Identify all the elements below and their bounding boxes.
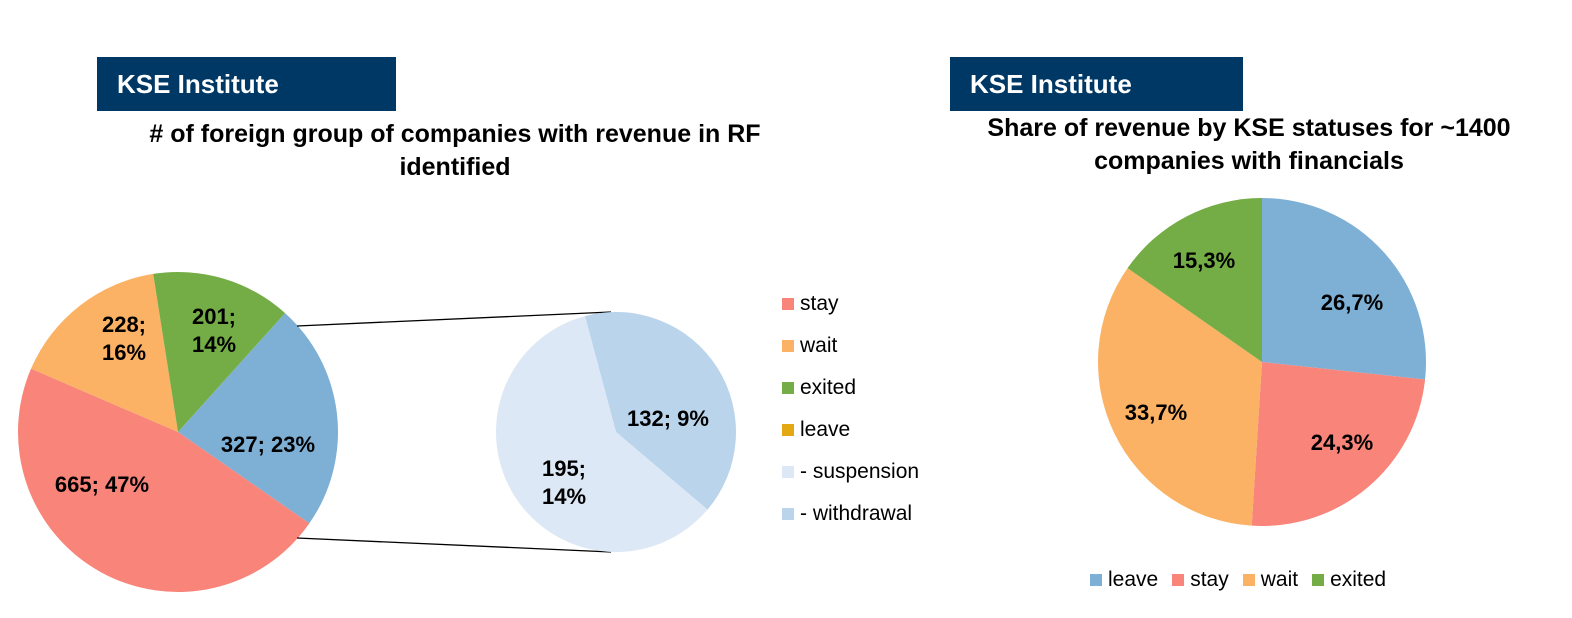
right-legend-swatch-wait	[1242, 574, 1255, 586]
right-legend-label-wait: wait	[1260, 568, 1299, 591]
right-brand-banner: KSE Institute	[950, 57, 1243, 111]
left-legend: stay wait exited leave - suspension - wi…	[782, 283, 919, 535]
legend-item-wait: wait	[782, 325, 919, 367]
right-pie-label-exited: 15,3%	[1173, 248, 1235, 273]
right-legend-item-exited: exited	[1312, 566, 1386, 594]
pie-slice-leave	[178, 313, 339, 524]
breakdown-label-1: 195; 14%	[542, 456, 586, 509]
legend-item-leave: leave	[782, 409, 919, 451]
legend-item-withdrawal: - withdrawal	[782, 493, 919, 535]
pie-label-leave: 327; 23%	[221, 432, 315, 457]
pie-label-wait: 228; 16%	[102, 312, 146, 365]
legend-swatch-stay	[782, 298, 794, 310]
legend-label-stay: stay	[800, 292, 839, 315]
left-brand-text: KSE Institute	[117, 69, 279, 99]
right-title-line2: companies with financials	[1094, 147, 1404, 175]
right-pie-slice-leave	[1262, 198, 1426, 380]
left-chart-title: # of foreign group of companies with rev…	[20, 118, 890, 184]
connector-line-bottom	[296, 537, 612, 553]
right-legend-label-exited: exited	[1330, 568, 1387, 591]
pie-label-stay: 665; 47%	[55, 472, 149, 497]
legend-swatch-leave	[782, 424, 794, 436]
breakdown-pie-chart: 132; 9% 195; 14%	[496, 312, 737, 552]
breakdown-connectors	[296, 311, 612, 553]
breakdown-label-0: 132; 9%	[627, 406, 709, 431]
right-legend: leave stay wait exited	[1090, 566, 1400, 594]
pie-slice-exited	[153, 272, 286, 432]
legend-label-suspension: - suspension	[800, 460, 920, 483]
connector-line-top	[296, 311, 612, 327]
left-pie-chart: 327; 23% 665; 47% 228; 16% 201; 14%	[18, 272, 339, 592]
right-legend-swatch-exited	[1312, 574, 1325, 586]
right-chart-title: Share of revenue by KSE statuses for ~14…	[940, 112, 1558, 178]
right-title-line1: Share of revenue by KSE statuses for ~14…	[987, 114, 1511, 142]
legend-swatch-wait	[782, 340, 794, 352]
right-pie-label-leave: 26,7%	[1321, 290, 1383, 315]
right-brand-text: KSE Institute	[970, 69, 1132, 99]
right-legend-label-stay: stay	[1190, 568, 1229, 591]
right-pie-slice-stay	[1251, 362, 1426, 527]
right-legend-item-wait: wait	[1242, 566, 1299, 594]
right-pie-chart: 26,7% 24,3% 33,7% 15,3%	[1097, 198, 1426, 527]
breakdown-slice-0	[584, 312, 737, 510]
legend-label-leave: leave	[800, 418, 851, 441]
left-brand-banner: KSE Institute	[97, 57, 396, 111]
right-legend-item-stay: stay	[1172, 566, 1229, 594]
legend-label-exited: exited	[800, 376, 857, 399]
left-title-line2: identified	[399, 153, 511, 181]
right-legend-swatch-stay	[1172, 574, 1185, 586]
pie-label-exited: 201; 14%	[192, 304, 236, 357]
right-pie-label-wait: 33,7%	[1125, 400, 1187, 425]
legend-swatch-withdrawal	[782, 508, 794, 520]
right-pie-slice-wait	[1097, 268, 1262, 526]
breakdown-slice-1	[496, 316, 708, 552]
right-legend-swatch-leave	[1090, 574, 1102, 586]
legend-label-withdrawal: - withdrawal	[800, 502, 913, 525]
legend-item-exited: exited	[782, 367, 919, 409]
legend-swatch-exited	[782, 382, 794, 394]
legend-item-suspension: - suspension	[782, 451, 919, 493]
right-pie-slice-exited	[1127, 198, 1262, 362]
right-legend-item-leave: leave	[1090, 566, 1158, 594]
right-legend-label-leave: leave	[1108, 568, 1159, 591]
legend-item-stay: stay	[782, 283, 919, 325]
right-pie-label-stay: 24,3%	[1311, 430, 1373, 455]
legend-swatch-suspension	[782, 466, 794, 478]
pie-slice-stay	[18, 368, 310, 592]
left-title-line1: # of foreign group of companies with rev…	[149, 120, 761, 148]
pie-slice-wait	[31, 273, 179, 432]
legend-label-wait: wait	[800, 334, 838, 357]
